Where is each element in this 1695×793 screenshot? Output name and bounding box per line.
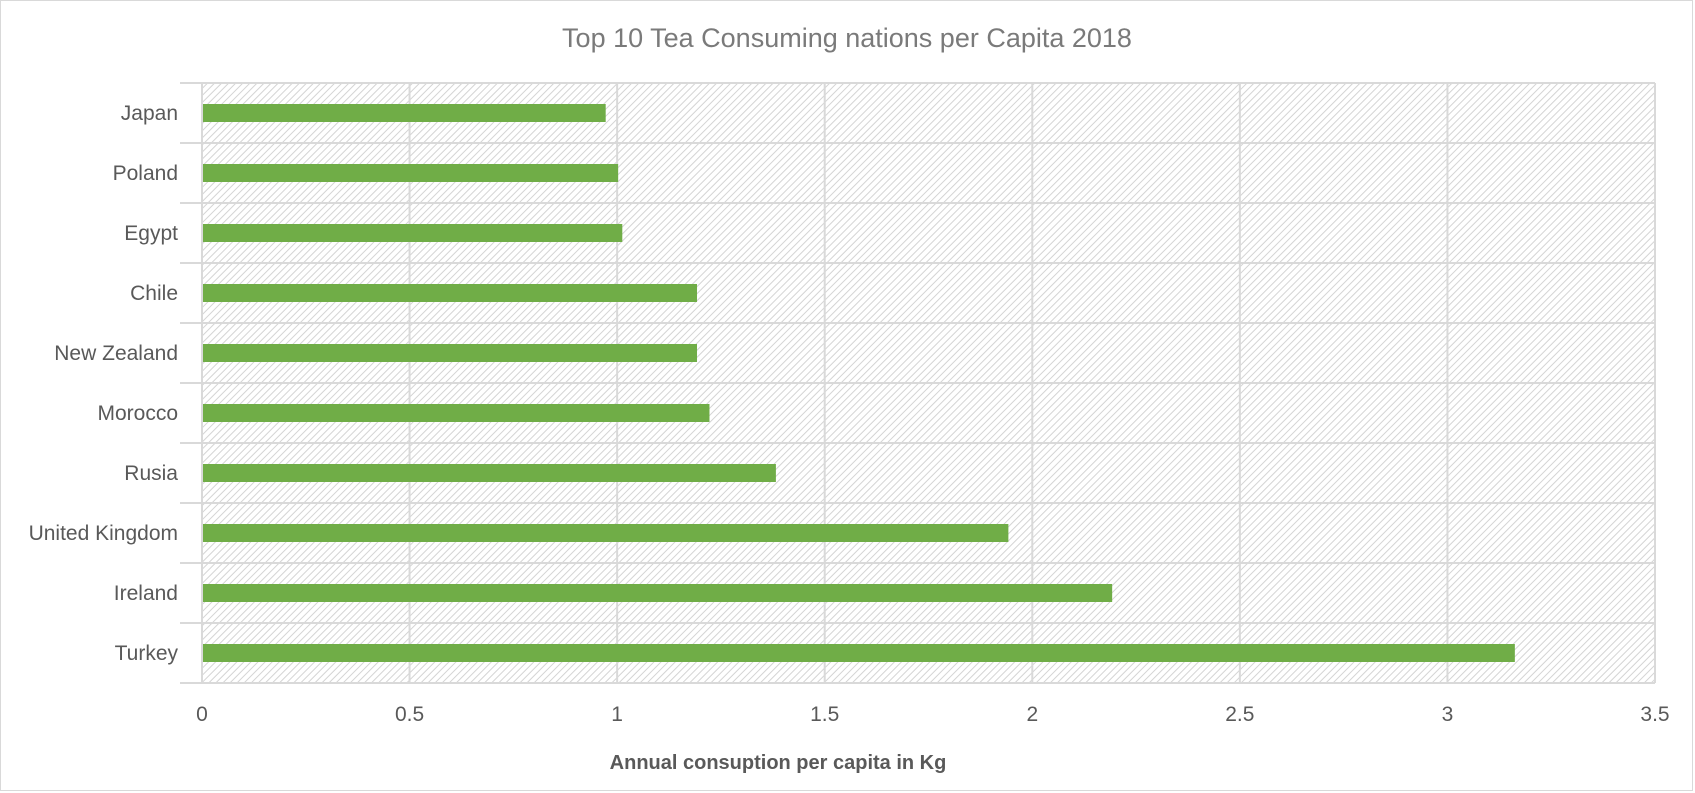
x-tick-label: 3 — [1442, 703, 1454, 726]
bar-turkey — [203, 644, 1515, 662]
category-label: Chile — [130, 282, 178, 305]
bar-united-kingdom — [203, 524, 1009, 542]
x-tick-label: 3.5 — [1640, 703, 1669, 726]
category-label: Morocco — [97, 402, 178, 425]
category-label: Egypt — [124, 222, 178, 245]
x-tick-label: 1 — [611, 703, 623, 726]
bar-rusia — [203, 464, 776, 482]
x-tick-label: 2.5 — [1225, 703, 1254, 726]
bar-ireland — [203, 584, 1113, 602]
category-label: Rusia — [124, 462, 178, 485]
category-label: United Kingdom — [29, 522, 178, 545]
x-tick-label: 0.5 — [395, 703, 424, 726]
bar-chile — [203, 284, 698, 302]
chart-title: Top 10 Tea Consuming nations per Capita … — [562, 23, 1132, 53]
x-axis-label: Annual consuption per capita in Kg — [610, 752, 947, 774]
x-tick-label: 1.5 — [810, 703, 839, 726]
category-label: New Zealand — [54, 342, 178, 365]
category-label: Japan — [121, 102, 178, 125]
bar-morocco — [203, 404, 710, 422]
x-tick-label: 0 — [196, 703, 208, 726]
bar-new-zealand — [203, 344, 698, 362]
category-label: Ireland — [114, 582, 178, 605]
category-label: Turkey — [115, 642, 179, 665]
bar-egypt — [203, 224, 623, 242]
category-label: Poland — [113, 162, 178, 185]
bar-poland — [203, 164, 619, 182]
bar-japan — [203, 104, 606, 122]
x-tick-label: 2 — [1026, 703, 1038, 726]
